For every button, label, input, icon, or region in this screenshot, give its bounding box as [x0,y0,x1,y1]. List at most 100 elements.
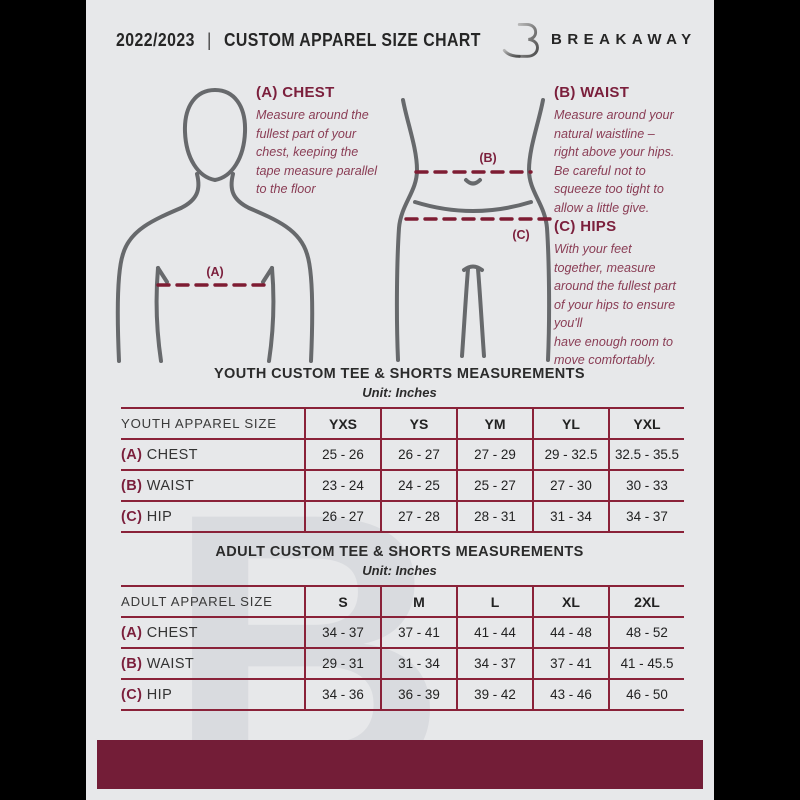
adult-table-title: ADULT CUSTOM TEE & SHORTS MEASUREMENTS [215,544,584,560]
measurement-cell: 28 - 31 [456,501,533,532]
measurement-cell: 37 - 41 [532,648,609,679]
measurement-cell: 48 - 52 [608,617,684,648]
measurement-cell: 37 - 41 [380,617,457,648]
figure-crotch-curve [462,264,484,272]
season-label: 2022/2023 [116,30,195,50]
figure-side-right [526,98,552,362]
row-label: (C) HIP [121,679,305,710]
row-name: HIP [146,686,173,703]
figure-leg-inner-right [476,267,486,358]
figure-side-left [394,98,420,362]
measurement-cell: 31 - 34 [532,501,609,532]
chest-section-heading: (A) CHEST [256,84,335,101]
measurement-cell: 27 - 30 [532,470,609,501]
waist-marker-label: (B) [479,151,496,165]
measurement-cell: 44 - 48 [532,617,609,648]
table-row: (C) HIP 34 - 36 36 - 39 39 - 42 43 - 46 … [121,679,684,710]
row-label: (A) CHEST [121,439,305,470]
row-marker: (A) [121,624,143,641]
row-name: WAIST [146,477,195,494]
chest-section-body: Measure around the fullest part of your … [256,108,378,196]
column-header: YOUTH APPAREL SIZE [121,416,277,431]
adult-table-unit: Unit: Inches [362,563,437,578]
table-header-row: ADULT APPAREL SIZE S M L XL 2XL [121,586,684,617]
row-marker: (B) [121,655,143,672]
breakaway-b-logo-icon [502,23,539,58]
measurement-cell: 29 - 32.5 [532,439,609,470]
row-name: WAIST [146,655,195,672]
figure-neck-right [229,172,251,210]
figure-navel [464,178,482,186]
figure-chest-line-right [267,266,276,363]
measurement-cell: 34 - 37 [456,648,533,679]
measurement-cell: 39 - 42 [456,679,533,710]
figure-leg-inner-left [460,267,470,358]
measurement-cell: 24 - 25 [380,470,457,501]
table-row: (A) CHEST 34 - 37 37 - 41 41 - 44 44 - 4… [121,617,684,648]
table-row: (B) WAIST 29 - 31 31 - 34 34 - 37 37 - 4… [121,648,684,679]
measurement-cell: 27 - 28 [380,501,457,532]
measurement-cell: 25 - 26 [304,439,381,470]
table-row: (B) WAIST 23 - 24 24 - 25 25 - 27 27 - 3… [121,470,684,501]
figure-neck-left [179,172,201,210]
row-marker: (C) [121,508,143,525]
measurement-cell: 34 - 37 [304,617,381,648]
measurement-cell: 41 - 44 [456,617,533,648]
waist-hip-measurement-figure: (B) (C) [394,98,552,362]
row-label: (C) HIP [121,501,305,532]
column-header: 2XL [608,586,684,617]
youth-size-table: YOUTH APPAREL SIZE YXS YS YM YL YXL (A) … [121,407,684,533]
measurement-cell: 34 - 36 [304,679,381,710]
row-label: (B) WAIST [121,470,305,501]
measurement-cell: 31 - 34 [380,648,457,679]
row-name: CHEST [146,446,198,463]
title-separator: | [207,30,212,50]
page-title: 2022/2023 | CUSTOM APPAREL SIZE CHART [116,30,481,51]
measurement-cell: 23 - 24 [304,470,381,501]
hips-section-body: With your feet together, measure around … [554,242,676,367]
table-header-row: YOUTH APPAREL SIZE YXS YS YM YL YXL [121,408,684,439]
measurement-cell: 30 - 33 [608,470,684,501]
youth-table-title: YOUTH CUSTOM TEE & SHORTS MEASUREMENTS [213,366,585,382]
column-header: YXS [304,408,381,439]
measurement-cell: 29 - 31 [304,648,381,679]
row-marker: (C) [121,686,143,703]
measurement-cell: 25 - 27 [456,470,533,501]
youth-measurements-section: YOUTH CUSTOM TEE & SHORTS MEASUREMENTS U… [121,366,684,533]
column-header: YL [532,408,609,439]
measurement-cell: 26 - 27 [380,439,457,470]
youth-table-unit: Unit: Inches [362,385,437,400]
figure-arm-left [115,206,183,363]
size-chart-page: B 2022/2023 | CUSTOM APPAREL SIZE CHART [86,0,714,800]
measurement-cell: 26 - 27 [304,501,381,532]
chart-title: CUSTOM APPAREL SIZE CHART [224,30,481,50]
column-header: YS [380,408,457,439]
column-header: S [304,586,381,617]
row-marker: (A) [121,446,143,463]
row-name: CHEST [146,624,198,641]
measurement-cell: 27 - 29 [456,439,533,470]
chest-marker-label: (A) [206,265,223,279]
figure-hip-curve [413,200,533,213]
column-header: XL [532,586,609,617]
measurement-cell: 34 - 37 [608,501,684,532]
column-header: YXL [608,408,684,439]
column-header: M [380,586,457,617]
measurement-cell: 32.5 - 35.5 [608,439,684,470]
waist-section-body: Measure around your natural waistline – … [554,108,675,215]
measurement-cell: 43 - 46 [532,679,609,710]
hip-marker-label: (C) [512,228,529,242]
adult-size-table: ADULT APPAREL SIZE S M L XL 2XL (A) CHES… [121,585,684,711]
adult-measurements-section: ADULT CUSTOM TEE & SHORTS MEASUREMENTS U… [121,544,684,711]
table-row: (A) CHEST 25 - 26 26 - 27 27 - 29 29 - 3… [121,439,684,470]
figure-armpit-tick-right [261,266,274,284]
hips-section-heading: (C) HIPS [554,218,617,235]
measurement-cell: 46 - 50 [608,679,684,710]
chest-measurement-figure: (A) [115,87,315,363]
waist-section-heading: (B) WAIST [554,84,630,101]
figure-arm-right [247,206,315,363]
row-name: HIP [146,508,173,525]
brand-logo: BREAKAWAY [502,18,697,60]
measurement-cell: 36 - 39 [380,679,457,710]
